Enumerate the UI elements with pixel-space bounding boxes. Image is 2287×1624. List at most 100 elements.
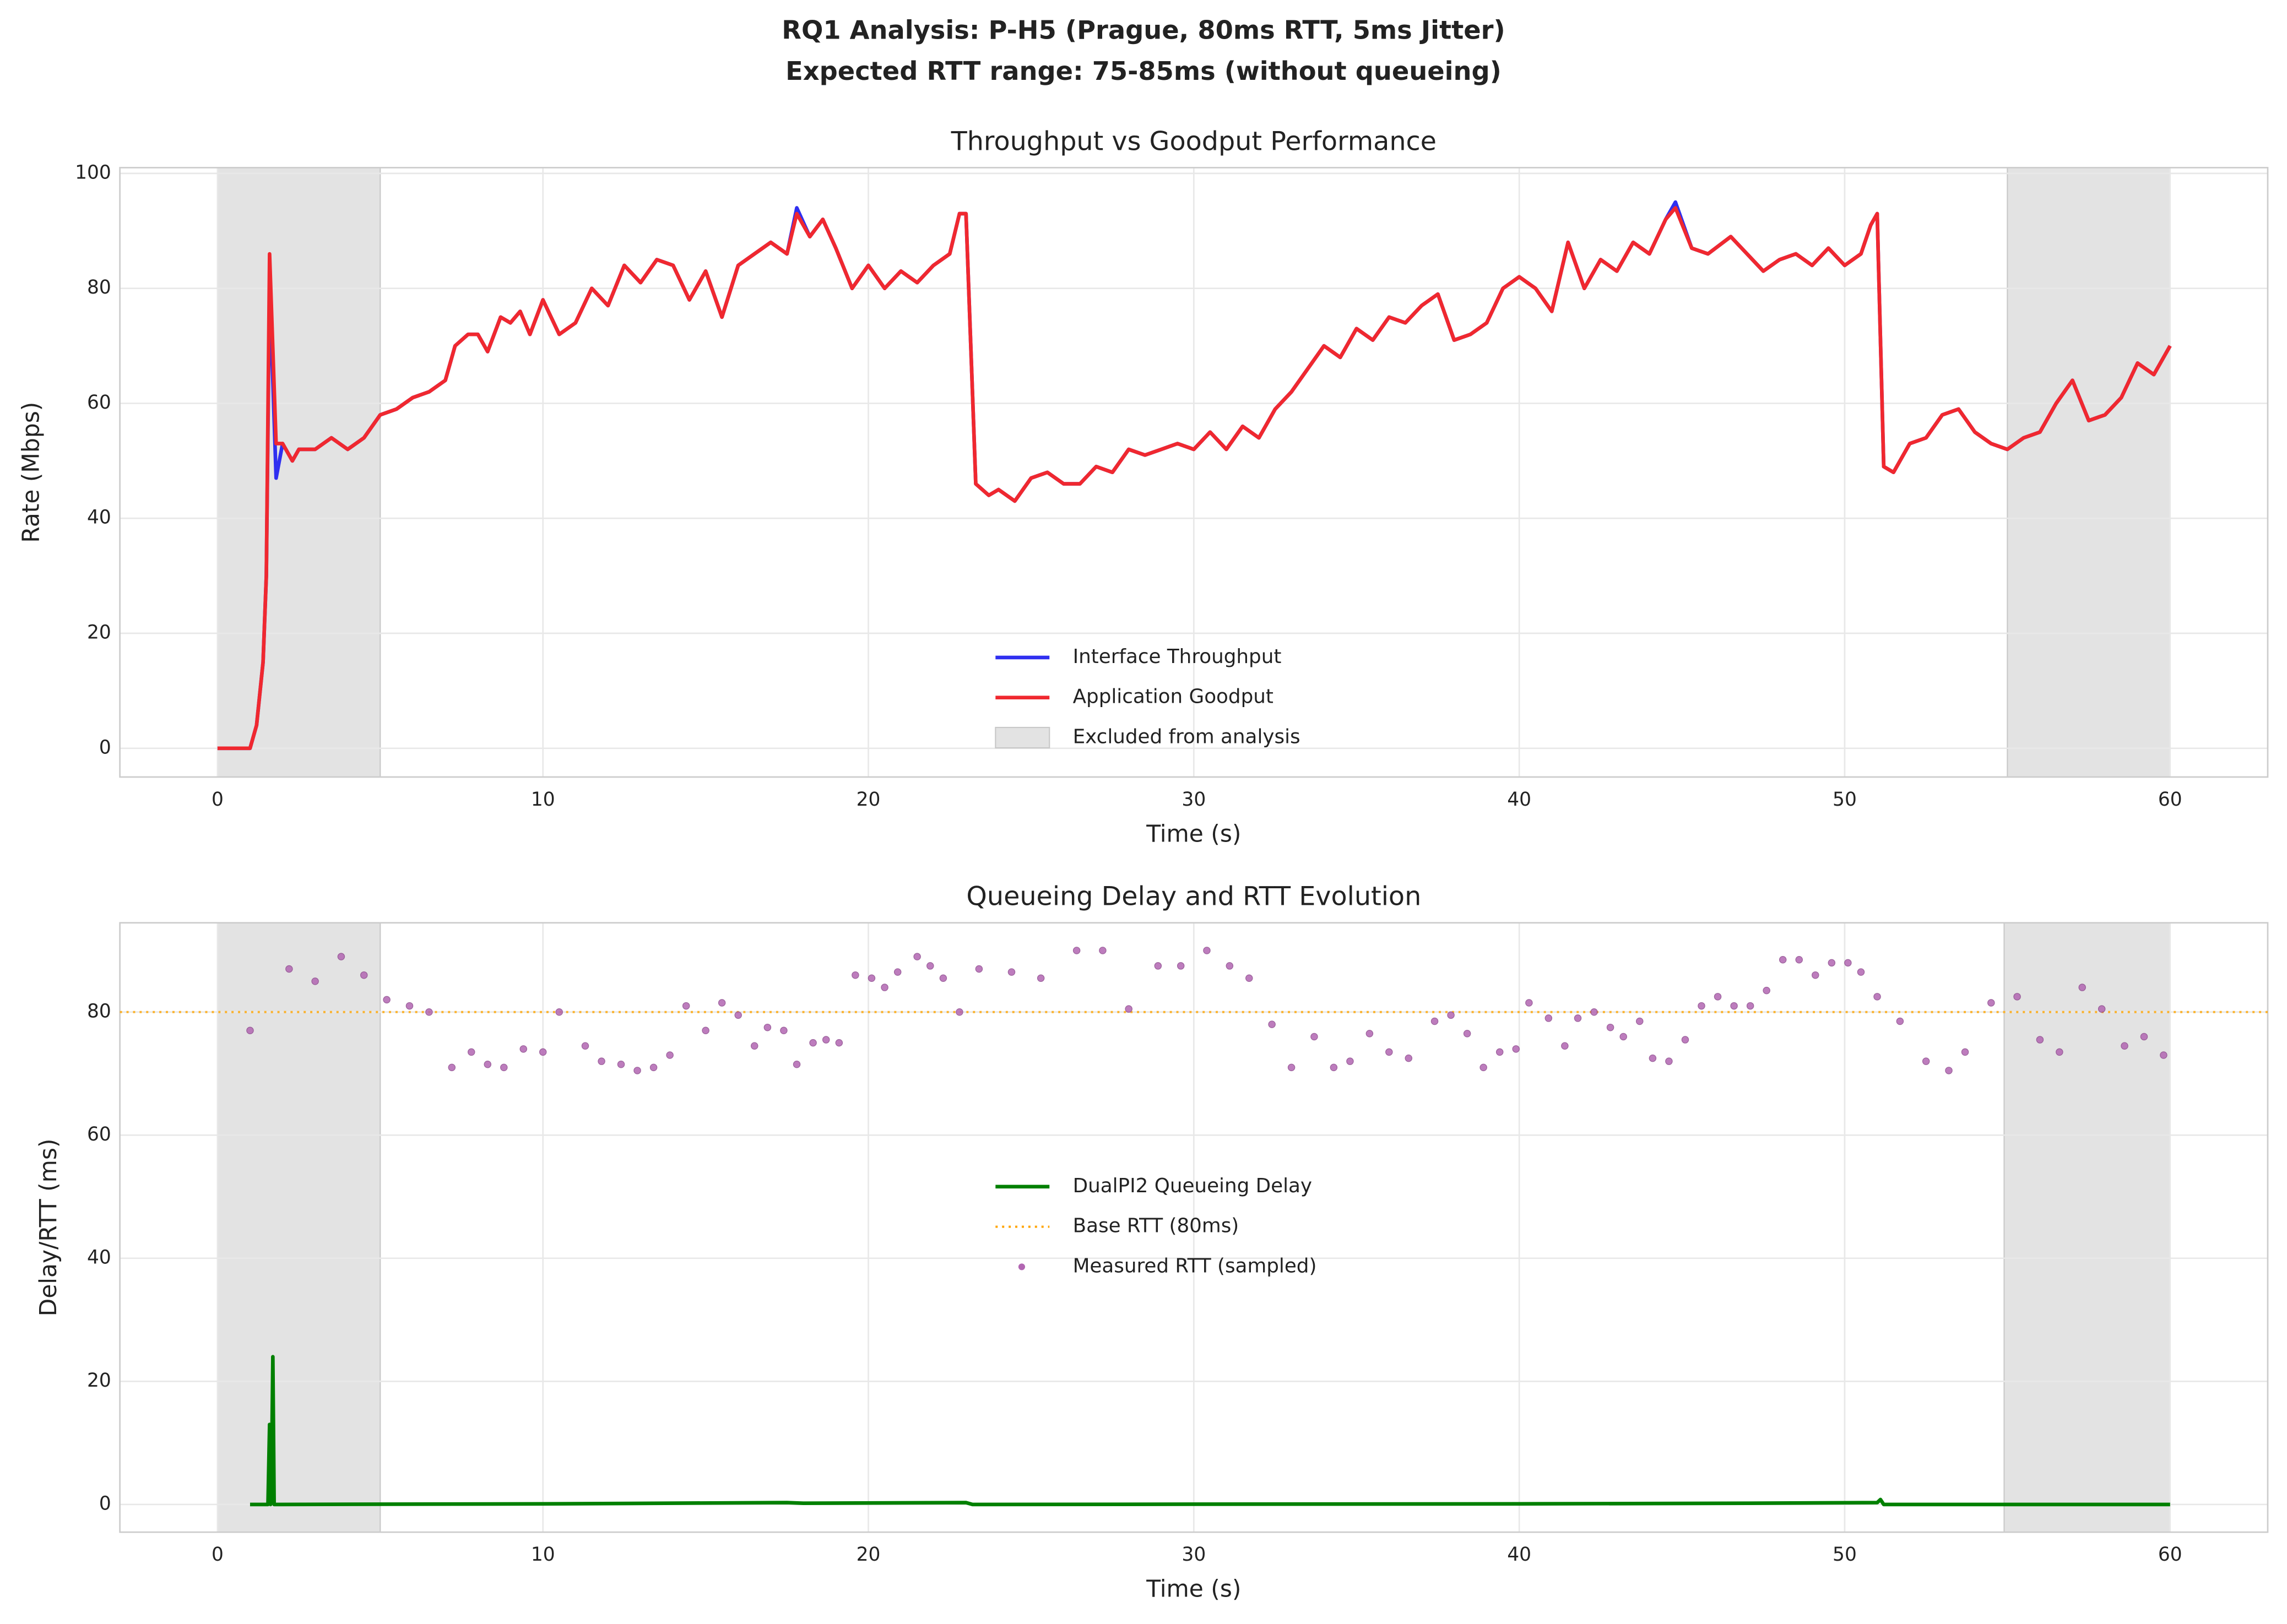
rtt-point <box>1203 947 1211 954</box>
rtt-point <box>1714 993 1722 1001</box>
y-tick-label: 80 <box>87 276 111 298</box>
legend-label: Interface Throughput <box>1073 645 1282 668</box>
x-tick-label: 40 <box>1507 789 1531 811</box>
rtt-point <box>913 953 921 960</box>
rtt-point <box>1007 968 1016 976</box>
rtt-point <box>484 1061 492 1068</box>
rtt-point <box>1896 1017 1904 1025</box>
rtt-point <box>633 1067 641 1074</box>
rtt-point <box>809 1039 817 1047</box>
rtt-point <box>581 1042 589 1050</box>
rtt-point <box>1635 1017 1644 1025</box>
rtt-point <box>1512 1045 1520 1053</box>
rtt-point <box>1479 1063 1487 1072</box>
rtt-point <box>1268 1020 1276 1028</box>
legend-label: Excluded from analysis <box>1073 725 1300 748</box>
rtt-point <box>2078 984 2086 991</box>
rtt-point <box>1561 1042 1569 1050</box>
rtt-point <box>1099 947 1107 954</box>
rtt-point <box>1873 993 1881 1001</box>
rtt-point <box>311 977 319 985</box>
rtt-point <box>285 965 293 973</box>
x-axis-label: Time (s) <box>1146 1576 1241 1603</box>
rtt-point <box>405 1002 414 1010</box>
rtt-point <box>2013 993 2021 1001</box>
plot-frame <box>119 167 2269 778</box>
excluded-region <box>216 167 381 778</box>
rtt-point <box>337 953 345 960</box>
x-tick-label: 20 <box>857 789 881 811</box>
rtt-point <box>500 1063 508 1072</box>
rtt-point <box>666 1051 674 1059</box>
rtt-point <box>763 1023 772 1031</box>
rtt-point <box>1665 1057 1673 1065</box>
rtt-point <box>1987 999 1995 1007</box>
rtt-point <box>617 1061 625 1068</box>
rtt-point <box>1698 1002 1705 1010</box>
y-tick-label: 100 <box>75 161 111 183</box>
rtt-point <box>1649 1054 1657 1062</box>
rtt-point <box>1310 1033 1318 1041</box>
plot-frame <box>119 922 2269 1533</box>
rtt-point <box>939 974 947 982</box>
y-tick-label: 40 <box>87 1246 111 1268</box>
legend-swatch <box>1018 1263 1026 1270</box>
x-tick-label: 50 <box>1833 789 1857 811</box>
rtt-point <box>1125 1005 1132 1013</box>
rtt-point <box>1746 1002 1754 1010</box>
legend-label: Measured RTT (sampled) <box>1073 1254 1317 1277</box>
rtt-point <box>1795 956 1803 964</box>
figure-title: RQ1 Analysis: P-H5 (Prague, 80ms RTT, 5m… <box>782 15 1505 45</box>
rtt-point <box>1544 1014 1553 1022</box>
rtt-point <box>702 1026 709 1035</box>
rtt-point <box>1828 959 1836 967</box>
rtt-point <box>1857 968 1865 976</box>
series-line <box>250 1355 2170 1507</box>
rtt-point <box>1525 999 1533 1007</box>
rtt-point <box>2140 1033 2148 1041</box>
x-tick-label: 30 <box>1182 789 1206 811</box>
rtt-point <box>822 1036 830 1044</box>
axes-title: Throughput vs Goodput Performance <box>951 126 1437 156</box>
rtt-point <box>2160 1051 2167 1059</box>
rtt-point <box>852 971 859 979</box>
rtt-point <box>649 1063 658 1072</box>
x-tick-label: 0 <box>212 1544 224 1566</box>
rtt-point <box>1619 1033 1627 1041</box>
rtt-point <box>734 1011 742 1019</box>
rtt-point <box>1463 1030 1471 1038</box>
rtt-point <box>1945 1067 1953 1074</box>
rtt-point <box>519 1045 528 1053</box>
figure-subtitle: Expected RTT range: 75-85ms (without que… <box>785 56 1502 86</box>
rtt-point <box>868 974 876 982</box>
x-tick-label: 60 <box>2158 1544 2182 1566</box>
rtt-point <box>539 1048 547 1056</box>
legend-label: Base RTT (80ms) <box>1073 1215 1239 1237</box>
rtt-point <box>555 1008 563 1016</box>
y-axis-label: Rate (Mbps) <box>17 402 44 543</box>
rtt-point <box>975 965 983 973</box>
series-line <box>217 206 2172 751</box>
x-axis-label: Time (s) <box>1146 820 1241 847</box>
rtt-point <box>598 1057 605 1065</box>
x-tick-label: 0 <box>212 789 224 811</box>
rtt-point <box>750 1042 758 1050</box>
y-axis-label: Delay/RTT (ms) <box>35 1139 62 1317</box>
rtt-point <box>1154 962 1162 970</box>
rtt-point <box>893 968 902 976</box>
excluded-region <box>2003 922 2171 1533</box>
rtt-point <box>1405 1054 1413 1062</box>
rtt-point <box>425 1008 433 1016</box>
rtt-point <box>1177 962 1185 970</box>
rtt-point <box>1681 1036 1689 1044</box>
rtt-point <box>360 971 368 979</box>
rtt-point <box>780 1026 788 1035</box>
rtt-point <box>1961 1048 1969 1056</box>
rtt-point <box>1844 959 1852 967</box>
rtt-point <box>1287 1063 1296 1072</box>
rtt-point <box>1590 1008 1598 1016</box>
rtt-point <box>2036 1036 2044 1044</box>
y-tick-label: 80 <box>87 1000 111 1022</box>
